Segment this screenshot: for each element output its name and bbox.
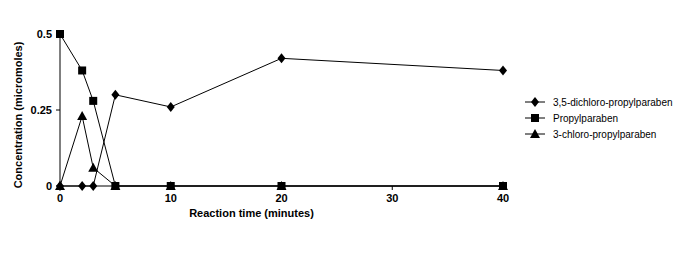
- y-tick-label: 0: [46, 180, 52, 192]
- background: [0, 0, 686, 262]
- series-marker: [499, 65, 507, 75]
- series-line: [60, 116, 503, 186]
- series-marker: [111, 90, 119, 100]
- x-tick: [392, 186, 393, 190]
- series-marker: [278, 53, 286, 63]
- legend-label: Propylparaben: [553, 113, 618, 124]
- series-marker: [278, 182, 286, 190]
- series-line: [60, 34, 503, 186]
- legend-marker: [531, 97, 539, 107]
- series-marker: [89, 181, 97, 191]
- series-marker: [499, 182, 507, 190]
- y-axis-title: Concentration (micromoles): [12, 41, 24, 188]
- legend: 3,5-dichloro-propylparaben Propylparaben 3…: [525, 97, 673, 140]
- plot-area: [55, 30, 508, 191]
- series-marker: [88, 163, 98, 172]
- series-marker: [498, 181, 508, 190]
- x-axis-title: Reaction time (minutes): [189, 207, 314, 219]
- legend-label: 3-chloro-propylparaben: [553, 129, 656, 140]
- legend-marker: [530, 129, 540, 138]
- series-marker: [56, 30, 64, 38]
- series-marker: [78, 181, 86, 191]
- series-marker: [166, 181, 176, 190]
- series-marker: [55, 181, 65, 190]
- x-tick-label: 10: [165, 192, 177, 204]
- y-tick: [56, 110, 60, 111]
- legend-label: 3,5-dichloro-propylparaben: [553, 97, 673, 108]
- series-marker: [89, 97, 97, 105]
- y-tick-label: 0.5: [37, 28, 52, 40]
- series-marker: [78, 66, 86, 74]
- series-marker: [167, 182, 175, 190]
- x-tick-label: 40: [497, 192, 509, 204]
- series-marker: [77, 111, 87, 120]
- x-tick-label: 30: [386, 192, 398, 204]
- series-line: [60, 58, 503, 186]
- chart-svg: 0 0.25 0.5 0 10 20 30 40 Reaction time (minutes)…: [0, 0, 686, 262]
- series-marker: [277, 181, 287, 190]
- x-tick-label: 20: [275, 192, 287, 204]
- series-marker: [110, 181, 120, 190]
- series-marker: [111, 182, 119, 190]
- y-tick-label: 0.25: [31, 104, 52, 116]
- legend-marker: [531, 114, 539, 122]
- x-tick-label: 0: [57, 192, 63, 204]
- series-marker: [56, 181, 64, 191]
- series-marker: [167, 102, 175, 112]
- chart-container: 0 0.25 0.5 0 10 20 30 40 Reaction time (minutes)…: [0, 0, 686, 262]
